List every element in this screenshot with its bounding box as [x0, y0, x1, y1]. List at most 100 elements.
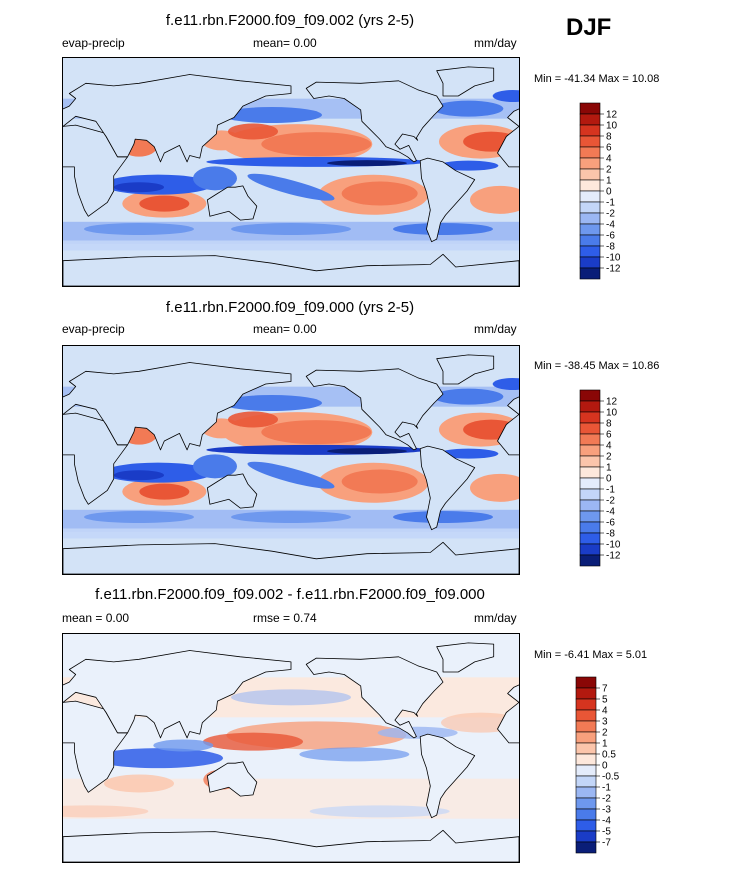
field-positive	[63, 805, 149, 818]
colorbar-box	[575, 698, 597, 711]
coastline	[63, 253, 519, 286]
colorbar-tick-label: -0.5	[602, 772, 620, 783]
panel-1-title: f.e11.rbn.F2000.f09_f09.002 (yrs 2-5)	[165, 12, 415, 29]
colorbar-tick-label: 2	[606, 165, 612, 176]
colorbar-tick-label: 6	[606, 430, 612, 441]
panel-1-mean-label: mean= 0.00	[253, 36, 317, 50]
coastline	[63, 362, 292, 451]
colorbar-tick-label: -2	[606, 496, 615, 507]
coastline	[63, 541, 519, 574]
colorbar-box	[575, 753, 597, 766]
field-negative	[247, 173, 335, 201]
colorbar-tick-label: 10	[606, 121, 618, 132]
colorbar-box	[575, 709, 597, 722]
colorbar-tick-label: 8	[606, 419, 612, 430]
colorbar-box	[575, 819, 597, 832]
colorbar-box	[575, 742, 597, 755]
colorbar-box	[579, 532, 601, 545]
field-positive	[104, 774, 174, 793]
colorbar-tick-label: 5	[602, 695, 608, 706]
field-positive	[139, 195, 190, 212]
panel-2-minmax: Min = -38.45 Max = 10.86	[534, 360, 660, 372]
field-negative	[231, 511, 351, 523]
panel-3-colorbar: 7 5 4 3 2 1 0.5 0 -0.5 -1 -2 -3 -4 -5 -7	[574, 676, 638, 860]
panel-3-map	[62, 633, 520, 863]
colorbar-tick-label: -10	[606, 540, 621, 551]
colorbar-tick-label: 1	[606, 176, 612, 187]
colorbar-tick-label: -2	[602, 794, 611, 805]
colorbar-tick-label: -4	[606, 507, 615, 518]
colorbar-box	[579, 102, 601, 115]
colorbar-box	[579, 212, 601, 225]
coastline	[63, 412, 128, 505]
field-negative	[393, 511, 493, 523]
colorbar-tick-label: -12	[606, 264, 621, 275]
field-negative	[231, 689, 351, 706]
field-positive	[470, 185, 519, 214]
colorbar-box	[575, 676, 597, 689]
field-negative	[492, 90, 519, 102]
panel-1-variable-label: evap-precip	[62, 36, 125, 50]
colorbar-box	[575, 786, 597, 799]
field-negative	[114, 182, 164, 193]
colorbar-tick-label: 12	[606, 110, 618, 121]
panel-2-colorbar: 12 10 8 6 4 2 1 0 -1 -2 -4 -6 -8 -10 -12	[578, 389, 638, 573]
colorbar-box	[575, 808, 597, 821]
field-negative	[93, 748, 223, 769]
colorbar-tick-label: 2	[602, 728, 608, 739]
field-positive	[261, 420, 372, 445]
panel-1-minmax: Min = -41.34 Max = 10.08	[534, 73, 660, 85]
colorbar-tick-label: 4	[602, 706, 608, 717]
panel-1-units-label: mm/day	[474, 36, 517, 50]
colorbar-box	[579, 411, 601, 424]
field-negative	[114, 470, 164, 481]
coastline	[419, 733, 476, 819]
coastline	[207, 473, 258, 509]
field-negative	[231, 223, 351, 235]
coastline	[497, 413, 519, 456]
colorbar-tick-label: 1	[606, 463, 612, 474]
colorbar-tick-label: -8	[606, 529, 615, 540]
field-negative	[327, 160, 407, 167]
colorbar-tick-label: 8	[606, 132, 612, 143]
panel-2-mean-label: mean= 0.00	[253, 322, 317, 336]
field-negative	[84, 223, 194, 235]
panel-2-map	[62, 345, 520, 575]
field-negative	[247, 461, 335, 489]
colorbar-tick-label: -12	[606, 551, 621, 562]
field-positive	[139, 483, 190, 500]
colorbar-tick-label: 10	[606, 408, 618, 419]
coastline	[436, 642, 495, 673]
panel-3-units-label: mm/day	[474, 611, 517, 625]
colorbar-tick-label: -6	[606, 518, 615, 529]
field-positive	[341, 181, 418, 206]
coastline	[63, 829, 519, 862]
colorbar-tick-label: 0	[602, 761, 608, 772]
coastline	[63, 650, 292, 739]
field-negative	[438, 160, 499, 171]
panel-2-units-label: mm/day	[474, 322, 517, 336]
colorbar-box	[575, 731, 597, 744]
colorbar-box	[579, 113, 601, 126]
field-negative	[153, 739, 214, 752]
coastline	[436, 354, 495, 385]
colorbar-box	[579, 444, 601, 457]
colorbar-box	[579, 455, 601, 468]
colorbar-box	[579, 554, 601, 567]
colorbar-box	[579, 510, 601, 523]
colorbar-tick-label: 0.5	[602, 750, 616, 761]
panel-3-minmax: Min = -6.41 Max = 5.01	[534, 649, 648, 661]
colorbar-tick-label: 7	[602, 684, 608, 695]
colorbar-box	[575, 775, 597, 788]
colorbar-box	[579, 488, 601, 501]
coastline	[507, 108, 519, 127]
field-negative	[299, 747, 410, 762]
colorbar-tick-label: 6	[606, 143, 612, 154]
colorbar-tick-label: 1	[602, 739, 608, 750]
coastline	[419, 445, 476, 531]
coastline	[507, 684, 519, 703]
colorbar-tick-label: 0	[606, 187, 612, 198]
colorbar-box	[579, 543, 601, 556]
field-positive	[228, 411, 278, 428]
